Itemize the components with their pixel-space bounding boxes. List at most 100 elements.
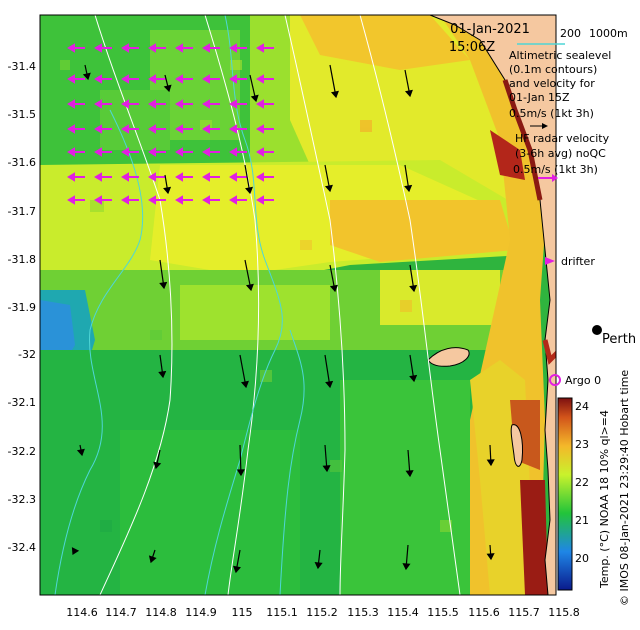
drifter-label: drifter <box>561 255 595 268</box>
radar-arrow <box>121 74 139 84</box>
lon-tick: 115.6 <box>468 606 500 619</box>
legend-annotations: 01-Jan-2021 15:06Z 200 1000m Altimetric … <box>449 22 636 387</box>
radar-arrow <box>202 99 220 109</box>
altimetry-arrow <box>148 549 157 564</box>
radar-arrow <box>256 99 274 109</box>
radar-arrow <box>256 74 274 84</box>
radar-arrow <box>229 172 247 182</box>
radar-arrow <box>229 124 247 134</box>
radar-arrow <box>148 172 166 182</box>
colorbar-caption: Temp. (°C) NOAA 18 10% ql>=4 <box>598 410 611 589</box>
lat-tick: -32.3 <box>8 493 36 506</box>
lon-tick: 115.1 <box>266 606 298 619</box>
radar-arrow <box>175 172 193 182</box>
radar-arrow <box>94 147 112 157</box>
lat-tick: -32.4 <box>8 541 36 554</box>
colorbar-tick: 24 <box>575 400 589 413</box>
lat-tick: -32.2 <box>8 445 36 458</box>
city-label: Perth <box>602 332 636 347</box>
altimetry-arrow <box>76 444 85 457</box>
altimetry-line: and velocity for <box>509 77 595 90</box>
altimetry-arrow <box>233 549 241 574</box>
radar-arrow <box>94 172 112 182</box>
drifter-icon <box>545 257 555 265</box>
sealevel-contours <box>94 15 461 595</box>
depth-label-1000: 1000m <box>589 27 628 40</box>
altimetry-line: (0.1m contours) <box>509 63 597 76</box>
colorbar-tick: 20 <box>575 552 589 565</box>
radar-arrow <box>175 43 193 53</box>
radar-arrow <box>121 172 139 182</box>
lon-tick: 114.8 <box>145 606 177 619</box>
radar-arrow <box>94 43 112 53</box>
radar-arrow <box>229 74 247 84</box>
lon-tick: 115.2 <box>306 606 338 619</box>
radar-arrow <box>67 147 85 157</box>
altimetry-arrow <box>239 354 249 389</box>
radar-arrow <box>256 147 274 157</box>
radar-arrow <box>94 74 112 84</box>
altimetry-arrow <box>329 264 338 293</box>
altimetry-arrow <box>405 449 414 478</box>
lon-tick: 115.5 <box>427 606 459 619</box>
altimetry-arrow <box>486 444 495 467</box>
radar-arrow <box>67 195 85 205</box>
altimetry-arrow <box>163 174 172 195</box>
radar-arrow <box>229 195 247 205</box>
radar-arrow <box>175 147 193 157</box>
lon-tick: 115.3 <box>347 606 379 619</box>
lon-tick: 115.8 <box>548 606 580 619</box>
lat-tick: -31.7 <box>8 205 36 218</box>
altimetry-arrow <box>244 259 254 292</box>
radar-arrow <box>256 124 274 134</box>
lon-tick: 115.7 <box>508 606 540 619</box>
altimetry-arrow <box>486 544 495 561</box>
radar-arrow <box>121 195 139 205</box>
radar-arrow <box>202 147 220 157</box>
altimetry-arrow <box>314 549 323 570</box>
radar-line: HF radar velocity <box>515 132 610 145</box>
altimetry-line: Altimetric sealevel <box>509 49 611 62</box>
radar-arrow <box>94 99 112 109</box>
colorbar: 24 23 22 21 20 Temp. (°C) NOAA 18 10% ql… <box>557 397 611 591</box>
altimetry-line: 01-Jan 15Z <box>509 91 570 104</box>
radar-arrow <box>67 172 85 182</box>
lat-tick: -31.9 <box>8 301 36 314</box>
radar-arrow <box>202 172 220 182</box>
lon-tick: 115 <box>232 606 253 619</box>
altimetry-line: 0.5m/s (1kt 3h) <box>509 107 594 120</box>
radar-arrow <box>121 99 139 109</box>
lat-tick: -31.8 <box>8 253 36 266</box>
map-date: 01-Jan-2021 <box>450 22 530 37</box>
altimetry-arrow <box>159 259 168 290</box>
rottnest-island <box>427 347 470 367</box>
lat-tick: -32.1 <box>8 396 36 409</box>
radar-arrow <box>229 99 247 109</box>
lat-tick: -31.6 <box>8 156 36 169</box>
altimetry-arrow <box>71 547 80 556</box>
radar-arrow <box>202 124 220 134</box>
radar-arrow <box>94 124 112 134</box>
lat-tick: -32 <box>18 348 36 361</box>
sst-field <box>40 15 556 595</box>
argo-label: Argo 0 <box>565 374 601 387</box>
radar-arrow <box>256 43 274 53</box>
lat-axis: -31.4 -31.5 -31.6 -31.7 -31.8 -31.9 -32 … <box>8 60 36 554</box>
depth-label-200: 200 <box>560 27 581 40</box>
altimetry-arrow <box>404 69 413 98</box>
radar-arrow <box>121 43 139 53</box>
isobaths <box>54 15 305 595</box>
colorbar-tick: 21 <box>575 514 589 527</box>
lon-tick: 115.4 <box>387 606 419 619</box>
plot-frame <box>39 14 557 596</box>
colorbar-tick: 22 <box>575 476 589 489</box>
radar-arrow <box>94 195 112 205</box>
altimetry-arrow <box>249 74 259 103</box>
lon-tick: 114.9 <box>185 606 217 619</box>
altimetry-arrow <box>404 164 413 193</box>
radar-arrow <box>67 99 85 109</box>
radar-arrow <box>148 147 166 157</box>
colorbar-gradient <box>557 397 573 591</box>
radar-arrow <box>121 124 139 134</box>
